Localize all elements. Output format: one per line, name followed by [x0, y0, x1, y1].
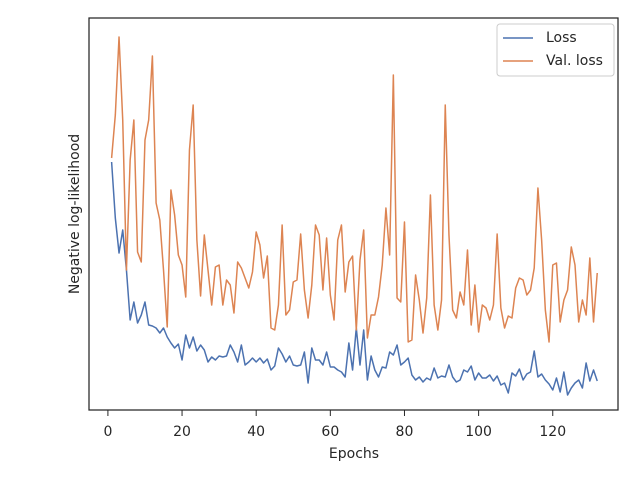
x-tick-label: 60 [321, 424, 339, 440]
legend-label: Loss [546, 30, 577, 46]
x-axis-label: Epochs [329, 446, 379, 462]
x-tick-label: 80 [396, 424, 414, 440]
x-tick-label: 20 [173, 424, 191, 440]
x-tick-label: 40 [247, 424, 265, 440]
y-axis-label: Negative log-likelihood [67, 134, 83, 294]
legend-label: Val. loss [546, 53, 603, 69]
plot-frame [88, 17, 619, 411]
legend-box [496, 23, 615, 77]
x-tick-label: 100 [465, 424, 492, 440]
x-tick-label: 0 [103, 424, 112, 440]
x-tick-label: 120 [539, 424, 566, 440]
series-line [110, 161, 598, 396]
series-line [110, 36, 598, 343]
